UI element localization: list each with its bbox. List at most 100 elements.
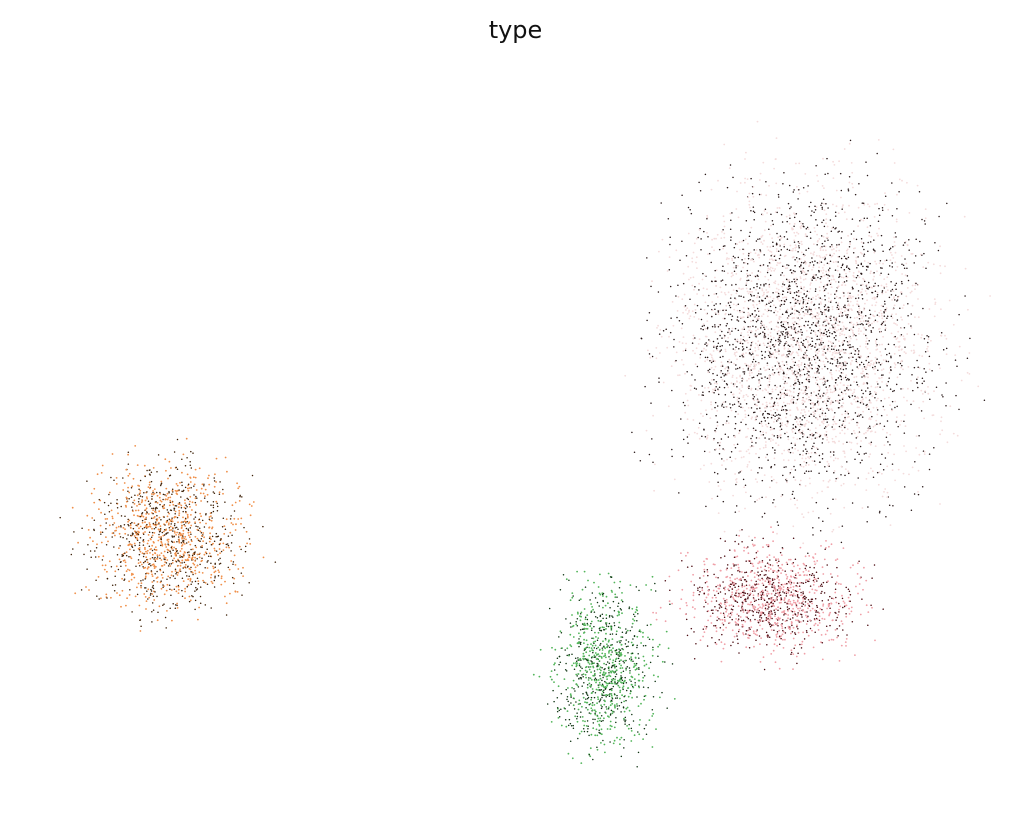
point (831, 576, 833, 578)
point (902, 244, 905, 246)
point (765, 616, 768, 619)
point (572, 704, 575, 707)
point (747, 314, 749, 317)
point (195, 586, 197, 589)
point (722, 581, 724, 583)
point (755, 580, 757, 583)
point (778, 398, 781, 401)
point (599, 674, 601, 677)
point (594, 616, 597, 618)
point (802, 310, 804, 313)
point (556, 657, 559, 659)
point (702, 575, 705, 577)
point (661, 660, 664, 663)
point (705, 409, 707, 411)
point (765, 423, 767, 426)
point (693, 616, 696, 619)
point (671, 602, 673, 605)
point (693, 657, 696, 660)
point (212, 501, 215, 503)
point (822, 605, 824, 607)
point (152, 512, 154, 515)
point (858, 327, 860, 330)
point (833, 323, 836, 326)
point (611, 702, 614, 705)
point (807, 456, 809, 458)
point (761, 603, 764, 605)
point (583, 730, 586, 733)
point (796, 285, 798, 288)
point (703, 568, 706, 571)
point (627, 645, 629, 647)
point (802, 267, 805, 270)
point (804, 346, 807, 349)
point (776, 561, 779, 564)
point (792, 626, 795, 629)
point (813, 581, 816, 583)
point (180, 521, 183, 524)
point (851, 171, 854, 174)
point (757, 621, 760, 624)
point (859, 613, 862, 616)
point (625, 689, 628, 692)
point (175, 573, 177, 575)
point (128, 556, 130, 558)
point (829, 607, 831, 609)
point (754, 606, 757, 609)
point (723, 220, 726, 223)
point (713, 249, 715, 252)
point (749, 589, 752, 592)
point (780, 407, 783, 409)
point (185, 437, 188, 440)
point (593, 674, 595, 677)
point (187, 529, 190, 532)
point (595, 681, 597, 684)
point (686, 566, 689, 568)
point (734, 257, 736, 259)
point (845, 645, 847, 647)
point (814, 553, 817, 555)
point (612, 600, 615, 603)
point (886, 431, 888, 434)
point (595, 679, 598, 682)
point (805, 569, 807, 571)
point (621, 647, 623, 650)
point (167, 523, 170, 526)
point (891, 469, 894, 471)
point (734, 550, 736, 552)
point (244, 545, 247, 548)
point (786, 354, 788, 356)
point (960, 379, 963, 382)
point (133, 522, 136, 524)
point (836, 566, 838, 569)
point (559, 588, 562, 591)
point (869, 427, 871, 429)
point (686, 418, 689, 421)
point (620, 636, 623, 638)
point (602, 606, 604, 609)
point (209, 532, 212, 535)
point (766, 562, 769, 564)
point (560, 692, 563, 695)
point (786, 576, 789, 578)
point (735, 592, 737, 594)
point (225, 543, 228, 546)
point (821, 617, 824, 620)
point (645, 584, 647, 586)
point (706, 569, 709, 571)
point (174, 523, 176, 525)
point (562, 573, 565, 576)
point (767, 249, 770, 252)
point (715, 303, 717, 305)
point (747, 617, 750, 620)
point (781, 625, 783, 628)
point (146, 542, 149, 545)
point (755, 452, 757, 455)
point (206, 548, 208, 550)
point (186, 516, 189, 519)
point (917, 316, 920, 319)
point (780, 554, 783, 556)
point (784, 620, 787, 622)
point (879, 386, 881, 388)
point (718, 587, 721, 590)
